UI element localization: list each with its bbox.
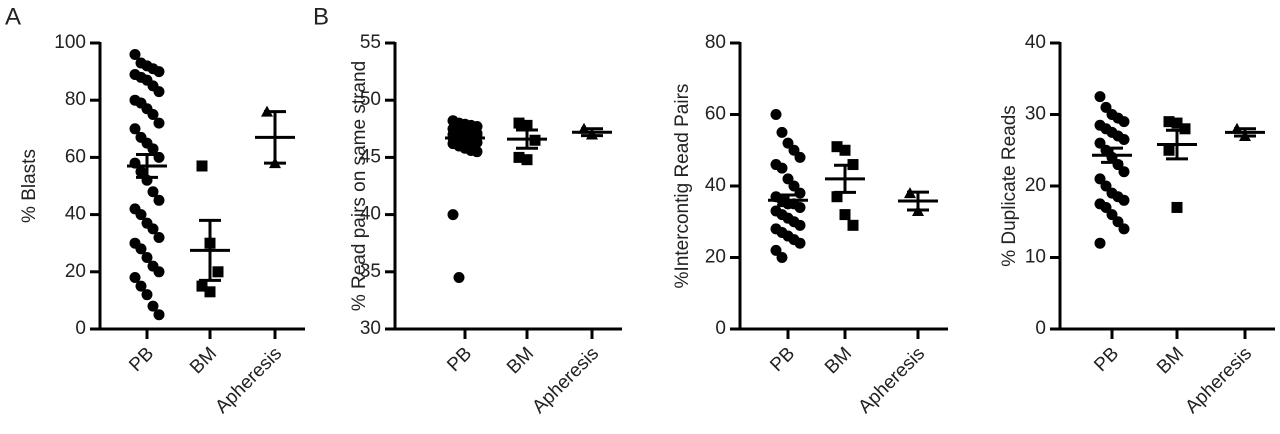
y-tick-label: 60 xyxy=(65,146,86,167)
data-point xyxy=(1118,134,1130,146)
data-point xyxy=(129,272,141,284)
data-point xyxy=(1094,91,1106,103)
data-point xyxy=(453,272,465,284)
y-tick-label: 40 xyxy=(65,204,86,225)
data-point xyxy=(513,117,525,129)
data-point xyxy=(147,143,159,155)
panel-label: B xyxy=(313,3,329,30)
data-point xyxy=(204,286,216,298)
y-tick-label: 20 xyxy=(705,247,726,268)
y-axis-title: % Blasts xyxy=(19,149,40,223)
data-point xyxy=(196,280,208,292)
data-point xyxy=(129,123,141,135)
data-point xyxy=(153,66,165,78)
data-point xyxy=(1118,116,1130,128)
y-tick-label: 20 xyxy=(65,261,86,282)
data-point xyxy=(794,237,806,249)
x-tick-label: BM xyxy=(1153,343,1188,378)
data-point xyxy=(794,151,806,163)
data-point xyxy=(1163,116,1175,128)
data-point xyxy=(471,146,483,158)
y-tick-label: 20 xyxy=(1025,175,1046,196)
panel-label: A xyxy=(5,3,21,30)
data-point xyxy=(141,289,153,301)
data-point xyxy=(770,109,782,120)
data-point xyxy=(153,117,165,129)
y-tick-label: 0 xyxy=(1035,318,1046,339)
data-point xyxy=(794,219,806,231)
y-tick-label: 80 xyxy=(705,32,726,53)
data-point xyxy=(1118,194,1130,206)
data-point xyxy=(776,162,788,174)
x-tick-label: Apheresis xyxy=(854,343,929,418)
y-axis-title: % Read pairs on same strand xyxy=(349,61,370,311)
data-point xyxy=(1118,223,1130,235)
y-tick-label: 50 xyxy=(360,89,381,110)
data-point xyxy=(147,223,159,235)
data-point xyxy=(847,219,859,231)
data-point xyxy=(831,191,843,203)
data-point xyxy=(776,252,788,263)
data-point xyxy=(153,309,165,321)
data-point xyxy=(471,137,483,149)
data-point xyxy=(521,119,533,131)
y-tick-label: 60 xyxy=(705,104,726,125)
data-point xyxy=(153,231,165,243)
data-point xyxy=(147,300,159,312)
y-tick-label: 30 xyxy=(1025,104,1046,125)
data-point xyxy=(129,48,141,60)
x-tick-label: PB xyxy=(1090,343,1123,376)
y-tick-label: 40 xyxy=(705,175,726,196)
y-tick-label: 100 xyxy=(54,32,86,53)
x-tick-label: BM xyxy=(503,343,538,378)
data-point xyxy=(447,209,459,221)
data-point xyxy=(135,280,147,292)
data-point xyxy=(153,194,165,206)
data-point xyxy=(1118,166,1130,178)
y-tick-label: 35 xyxy=(360,261,381,282)
x-tick-label: BM xyxy=(821,343,856,378)
data-point xyxy=(196,160,208,172)
y-tick-label: 55 xyxy=(360,32,381,53)
data-point xyxy=(839,144,851,156)
x-tick-label: Apheresis xyxy=(528,343,603,418)
data-point xyxy=(794,187,806,199)
data-point xyxy=(147,109,159,120)
data-point xyxy=(831,141,843,153)
y-tick-label: 10 xyxy=(1025,247,1046,268)
x-tick-label: BM xyxy=(186,343,221,378)
data-point xyxy=(1094,237,1106,249)
data-point xyxy=(153,86,165,98)
data-point xyxy=(153,266,165,278)
data-point xyxy=(147,186,159,198)
data-point xyxy=(135,166,147,178)
data-point xyxy=(135,243,147,255)
data-point xyxy=(776,126,788,138)
y-tick-label: 0 xyxy=(75,318,86,339)
y-axis-title: % Duplicate Reads xyxy=(999,105,1020,267)
data-point xyxy=(513,151,525,163)
y-tick-label: 30 xyxy=(360,318,381,339)
data-point xyxy=(141,252,153,263)
x-tick-label: Apheresis xyxy=(1181,343,1256,418)
data-point xyxy=(839,209,851,221)
data-point xyxy=(794,201,806,213)
data-point xyxy=(212,266,224,278)
y-tick-label: 40 xyxy=(1025,32,1046,53)
y-axis-title: %Intercontig Read Pairs xyxy=(672,84,693,289)
data-point xyxy=(1171,201,1183,213)
y-tick-label: 40 xyxy=(360,204,381,225)
data-point xyxy=(1171,117,1183,129)
x-tick-label: PB xyxy=(766,343,799,376)
y-tick-label: 80 xyxy=(65,89,86,110)
data-point xyxy=(521,154,533,166)
y-tick-label: 45 xyxy=(360,146,381,167)
x-tick-label: PB xyxy=(443,343,476,376)
y-tick-label: 0 xyxy=(715,318,726,339)
x-tick-label: Apheresis xyxy=(211,343,286,418)
data-point xyxy=(135,209,147,221)
data-point xyxy=(1163,144,1175,156)
x-tick-label: PB xyxy=(125,343,158,376)
